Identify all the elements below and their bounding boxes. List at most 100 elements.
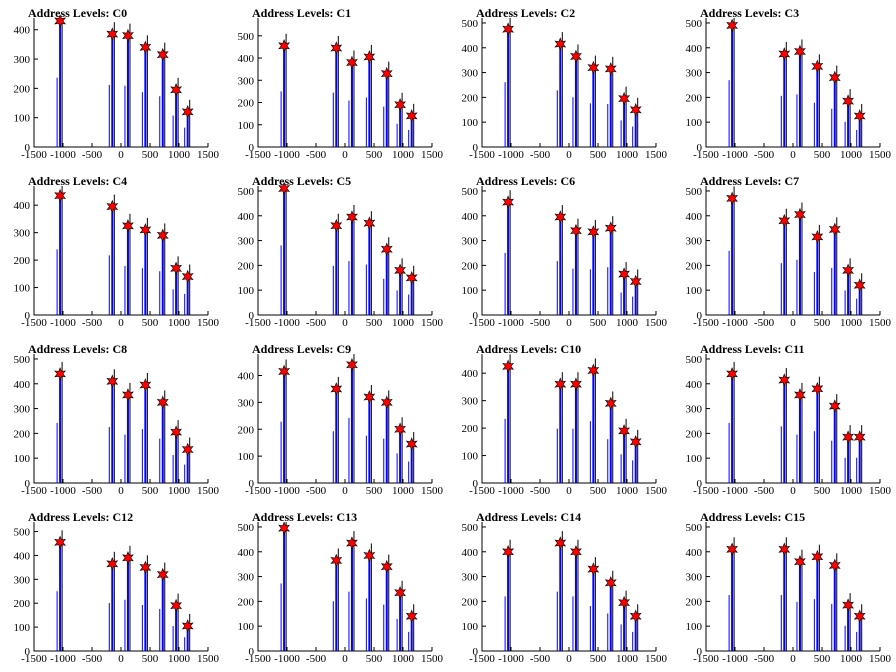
y-tick-label: 300 — [686, 404, 703, 416]
y-tick-label: 400 — [14, 25, 31, 37]
x-tick-label: -500 — [754, 317, 775, 329]
y-tick-label: 0 — [25, 142, 31, 154]
x-tick-label: -500 — [306, 485, 327, 497]
x-tick-label: 500 — [590, 485, 607, 497]
x-tick-label: 1500 — [869, 485, 892, 497]
x-tick-label: -500 — [306, 149, 327, 161]
chart-plot: 0 100 200 300 400 500 -1500 -1000 -500 0 500 1000 15… — [686, 522, 892, 665]
x-tick-label: -500 — [754, 149, 775, 161]
chart-panel: Address Levels: C7 0 100 200 300 400 500 -1500-… — [672, 168, 896, 336]
chart-plot: 0 100 200 300 400 -1500 -1000 -500 0 500 1000 1500 — [14, 186, 220, 329]
peak-marker — [587, 562, 600, 576]
x-tick-label: 1500 — [197, 653, 220, 665]
x-tick-label: 1500 — [197, 485, 220, 497]
y-tick-label: 400 — [462, 43, 479, 55]
x-tick-label: -1000 — [722, 485, 748, 497]
x-tick-label: 500 — [142, 317, 159, 329]
y-tick-label: 200 — [686, 596, 703, 608]
peak-marker — [604, 396, 617, 411]
y-tick-label: 300 — [14, 404, 31, 416]
x-tick-label: 500 — [366, 653, 383, 665]
y-tick-label: 0 — [25, 310, 31, 322]
peak-marker — [330, 553, 343, 568]
x-tick-label: 1500 — [421, 653, 444, 665]
y-tick-label: 300 — [462, 236, 479, 248]
x-tick-label: -1000 — [274, 149, 300, 161]
y-tick-label: 100 — [686, 117, 703, 129]
y-tick-label: 400 — [686, 43, 703, 55]
chart-panel: Address Levels: C6 0 100 200 300 400 500 -1500-… — [448, 168, 672, 336]
x-tick-label: -500 — [306, 653, 327, 665]
peak-marker — [106, 374, 119, 389]
y-tick-label: 100 — [14, 283, 31, 295]
peak-marker — [181, 104, 194, 119]
peak-marker — [811, 59, 824, 74]
x-tick-label: 500 — [590, 149, 607, 161]
y-tick-label: 200 — [14, 255, 31, 267]
peak-marker — [170, 83, 183, 97]
y-tick-label: 400 — [238, 371, 255, 383]
peak-marker — [778, 542, 791, 557]
chart-plot: 0 100 200 300 400 500 -1500 -1000 -500 0 500 1000 15… — [686, 186, 892, 329]
peak-marker — [330, 382, 343, 396]
peak-marker — [278, 364, 291, 379]
y-tick-label: 400 — [686, 379, 703, 391]
x-tick-label: -1500 — [469, 485, 495, 497]
peak-marker — [502, 22, 515, 36]
chart-panel: Address Levels: C8 0 100 200 300 400 500 -1500-… — [0, 336, 224, 504]
peak-marker — [778, 47, 791, 61]
chart-panel: Address Levels: C10 0 100 200 300 400 -1500 -10… — [448, 336, 672, 504]
chart-title: Address Levels: C0 — [28, 6, 128, 20]
peak-marker — [54, 367, 67, 381]
chart-title: Address Levels: C3 — [700, 6, 800, 20]
peak-marker — [794, 44, 806, 59]
chart-title: Address Levels: C2 — [476, 6, 576, 20]
peak-marker — [363, 548, 376, 563]
chart-panel: Address Levels: C2 0 100 200 300 400 500 -1500-… — [448, 0, 672, 168]
y-tick-label: 500 — [686, 354, 703, 366]
chart-title: Address Levels: C15 — [700, 510, 806, 524]
x-tick-label: 0 — [566, 149, 572, 161]
peak-marker — [794, 388, 806, 402]
chart-plot: 0 100 200 300 400 500 -1500 -1000 -500 0 500 1000 15… — [238, 181, 444, 329]
y-tick-label: 500 — [686, 522, 703, 534]
peak-marker — [394, 263, 407, 278]
y-tick-label: 300 — [238, 236, 255, 248]
peak-marker — [828, 558, 841, 573]
y-tick-label: 200 — [462, 92, 479, 104]
x-tick-label: -1500 — [693, 485, 719, 497]
peak-marker — [726, 367, 739, 381]
chart-title: Address Levels: C10 — [476, 342, 582, 356]
x-tick-label: -500 — [82, 653, 103, 665]
x-tick-label: 1500 — [869, 653, 892, 665]
peak-marker — [278, 181, 291, 196]
y-tick-label: 0 — [697, 646, 703, 658]
x-tick-label: -1500 — [469, 149, 495, 161]
peak-marker — [139, 223, 152, 237]
y-tick-label: 0 — [473, 478, 479, 490]
chart-plot: 0 100 200 300 400 500 -1500 -1000 -500 0 500 1000 15… — [238, 18, 444, 161]
x-tick-label: 1000 — [840, 485, 863, 497]
x-tick-label: -500 — [530, 317, 551, 329]
x-tick-label: -1000 — [50, 149, 76, 161]
peak-marker — [726, 191, 739, 206]
x-tick-label: 0 — [118, 485, 124, 497]
peak-marker — [554, 37, 567, 51]
peak-marker — [629, 609, 642, 624]
y-tick-label: 300 — [686, 572, 703, 584]
peak-marker — [842, 430, 855, 444]
x-tick-label: 1000 — [392, 149, 415, 161]
x-tick-label: 1000 — [840, 317, 863, 329]
peak-marker — [629, 102, 642, 117]
y-tick-label: 300 — [462, 572, 479, 584]
peak-marker — [380, 559, 393, 574]
peak-marker — [604, 221, 617, 235]
peak-marker — [794, 554, 806, 569]
x-tick-label: 500 — [366, 485, 383, 497]
x-tick-label: 1000 — [392, 653, 415, 665]
x-tick-label: -1000 — [498, 485, 524, 497]
peak-marker — [122, 218, 134, 233]
peak-marker — [587, 225, 600, 239]
peak-marker — [156, 47, 169, 62]
x-tick-label: -1500 — [469, 653, 495, 665]
